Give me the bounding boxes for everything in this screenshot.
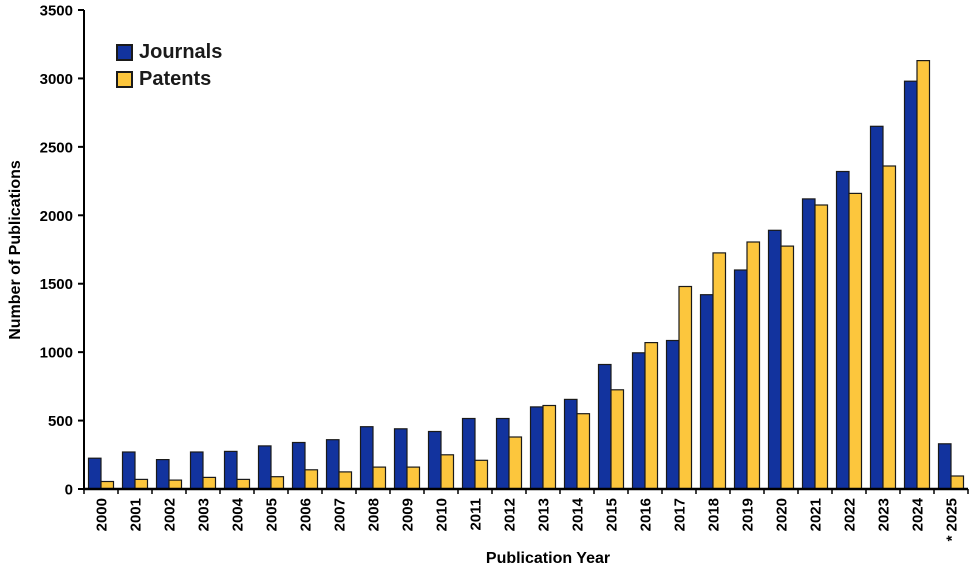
bar-patents-2001 [134,478,149,490]
y-tick-label: 1000 [40,345,73,362]
bar-patents-2006 [304,469,319,490]
bar-journals-2019 [733,269,748,490]
x-tick-label: 2011 [468,498,485,531]
bar-journals-2011 [461,417,476,490]
bar-journals-2007 [325,439,340,490]
x-tick-label: 2003 [196,498,213,531]
bar-journals-2015 [597,363,612,490]
bar-patents-2014 [576,413,591,490]
x-tick-label: 2014 [570,497,587,531]
bar-patents-2005 [270,476,285,490]
x-axis-title: Publication Year [486,550,610,567]
bar-patents-2004 [236,478,251,490]
bar-journals-2020 [767,229,782,490]
legend-item-patents: Patents [116,69,222,89]
bar-journals-2000 [87,457,102,490]
legend-label-patents: Patents [139,68,212,90]
bar-journals-2022 [835,170,850,490]
bar-patents-2018 [712,252,727,490]
x-tick-label: 2012 [502,498,519,531]
bar-patents-2020 [780,245,795,490]
x-tick-label: 2022 [842,498,859,531]
x-tick-label: 2000 [94,498,111,531]
bar-journals-2001 [121,451,136,490]
bar-patents-2009 [406,466,421,490]
y-tick-label: 500 [48,413,73,430]
x-tick-label: 2016 [638,498,655,531]
bar-patents-2019 [746,241,761,490]
bar-journals-2021 [801,198,816,490]
bar-journals-2013 [529,406,544,490]
bar-journals-2004 [223,450,238,490]
x-tick-label: 2018 [706,498,723,531]
x-tick-label: 2004 [230,497,247,531]
bar-journals-2010 [427,430,442,490]
x-tick-label: 2007 [332,498,349,531]
x-tick-label: 2001 [128,498,145,531]
bar-patents-2017 [678,285,693,490]
bar-patents-2013 [542,404,557,490]
x-tick-label: 2002 [162,498,179,531]
bar-journals-2018 [699,294,714,490]
bar-journals-2009 [393,428,408,490]
bar-patents-2015 [610,389,625,490]
bar-patents-2011 [474,459,489,490]
y-tick-label: 2000 [40,208,73,225]
bar-journals-2008 [359,426,374,490]
x-tick-label: 2006 [298,498,315,531]
bar-patents-2010 [440,454,455,490]
bar-journals-2017 [665,339,680,490]
bar-patents-2022 [848,192,863,490]
x-tick-label: * 2025 [944,498,961,541]
x-tick-label: 2005 [264,498,281,531]
x-tick-label: 2015 [604,498,621,531]
y-axis-title: Number of Publications [7,160,24,340]
bar-journals-2006 [291,441,306,490]
bar-patents-2012 [508,436,523,490]
bar-journals-2025 [937,443,952,490]
y-tick-label: 2500 [40,139,73,156]
bar-patents-2008 [372,466,387,490]
bar-journals-2012 [495,417,510,490]
bar-journals-2024 [903,80,918,490]
x-tick-label: 2010 [434,498,451,531]
bar-patents-2003 [202,476,217,490]
bar-patents-2002 [168,479,183,490]
x-tick-label: 2023 [876,498,893,531]
chart-legend: Journals Patents [116,42,222,89]
journals-swatch-icon [116,43,133,61]
bar-patents-2007 [338,471,353,490]
bar-journals-2003 [189,451,204,490]
x-tick-label: 2024 [910,497,927,531]
patents-swatch-icon [116,70,133,88]
y-tick-label: 3000 [40,71,73,88]
x-tick-label: 2008 [366,498,383,531]
x-tick-label: 2013 [536,498,553,531]
bar-journals-2005 [257,445,272,490]
x-tick-label: 2021 [808,498,825,531]
bar-patents-2024 [916,59,931,490]
y-tick-label: 3500 [40,3,73,20]
bar-journals-2023 [869,125,884,490]
bar-patents-2023 [882,165,897,490]
legend-item-journals: Journals [116,42,222,62]
bar-journals-2014 [563,398,578,490]
x-tick-label: 2009 [400,498,417,531]
bar-patents-2021 [814,204,829,490]
bar-patents-2025 [950,475,965,490]
legend-label-journals: Journals [139,41,223,63]
bar-journals-2002 [155,459,170,490]
bar-journals-2016 [631,352,646,490]
x-tick-label: 2019 [740,498,757,531]
y-tick-label: 1500 [40,276,73,293]
y-tick-label: 0 [65,482,73,499]
x-tick-label: 2017 [672,498,689,531]
bar-patents-2016 [644,342,659,490]
x-tick-label: 2020 [774,498,791,531]
